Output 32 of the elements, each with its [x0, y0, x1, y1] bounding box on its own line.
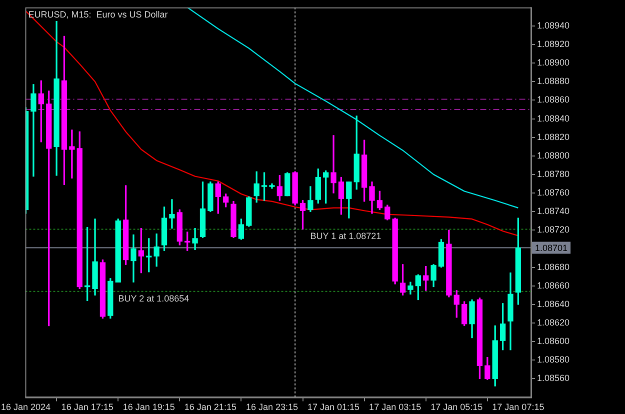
chart-title: EURUSD, M15: Euro vs US Dollar	[28, 9, 168, 20]
x-tick-label: 16 Jan 21:15	[184, 402, 236, 412]
y-tick-label: 1.08560	[537, 373, 570, 384]
y-tick-label: 1.08940	[537, 20, 570, 30]
ref-line-label: 1.08701	[535, 242, 568, 253]
y-tick-label: 1.08660	[537, 280, 570, 290]
y-tick-label: 1.08800	[537, 150, 570, 160]
ref-line-label: BUY 2 at 1.08654	[118, 293, 190, 304]
x-tick-label: 17 Jan 05:15	[430, 402, 483, 412]
y-tick-label: 1.08640	[537, 298, 570, 309]
x-tick-label: 17 Jan 03:15	[369, 402, 422, 412]
y-tick-label: 1.08680	[537, 262, 570, 272]
y-tick-label: 1.08620	[537, 317, 570, 328]
x-tick-label: 16 Jan 2024	[1, 402, 51, 412]
y-tick-label: 1.08860	[537, 94, 570, 105]
y-tick-label: 1.08880	[537, 76, 570, 86]
y-tick-label: 1.08740	[537, 206, 570, 216]
x-tick-label: 16 Jan 19:15	[122, 402, 175, 412]
y-tick-label: 1.08840	[537, 113, 570, 124]
ref-line-label: BUY 1 at 1.08721	[310, 231, 382, 242]
x-tick-label: 16 Jan 23:15	[246, 402, 298, 412]
y-tick-label: 1.08720	[537, 224, 570, 235]
y-tick-label: 1.08780	[537, 168, 570, 179]
y-tick-label: 1.08600	[537, 336, 570, 346]
x-tick-label: 16 Jan 17:15	[61, 402, 114, 412]
y-tick-label: 1.08900	[537, 58, 570, 68]
x-tick-label: 17 Jan 01:15	[308, 402, 360, 412]
y-tick-label: 1.08760	[537, 188, 570, 198]
x-tick-label: 17 Jan 07:15	[492, 402, 544, 412]
y-tick-label: 1.08920	[537, 39, 570, 50]
y-tick-label: 1.08820	[537, 132, 570, 142]
y-tick-label: 1.08580	[537, 354, 570, 365]
